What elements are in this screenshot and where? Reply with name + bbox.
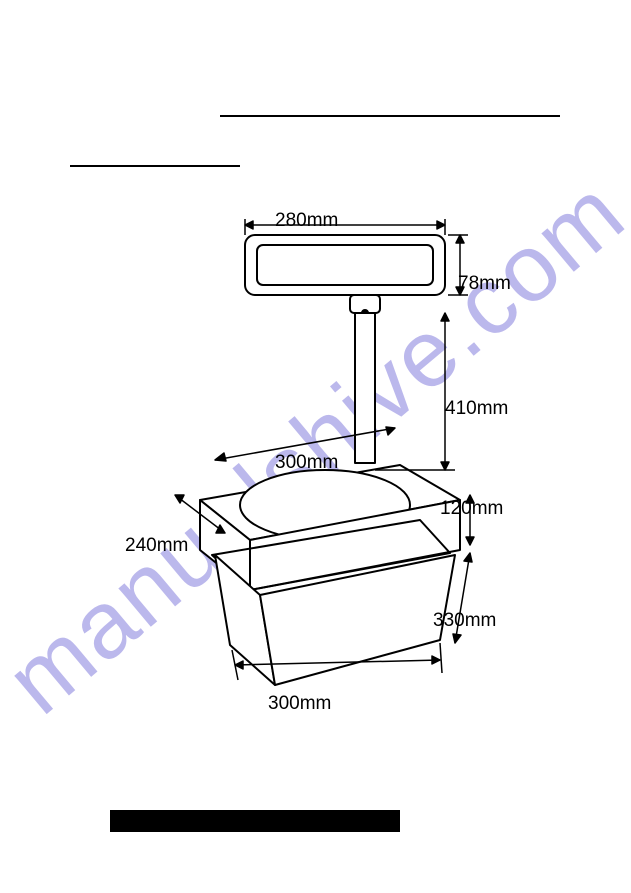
dim-body-width: 300mm	[268, 693, 331, 715]
footer-bar	[110, 810, 400, 832]
rule-top	[220, 115, 560, 117]
rule-under-heading	[70, 165, 240, 167]
dim-platter-depth: 240mm	[125, 535, 188, 557]
dim-display-width: 280mm	[275, 210, 338, 232]
page: manualshive.com	[0, 0, 631, 893]
dim-platter-width: 300mm	[275, 452, 338, 474]
dim-pole-height: 410mm	[445, 398, 508, 420]
dim-body-depth: 330mm	[433, 610, 496, 632]
dim-display-height: 78mm	[458, 273, 511, 295]
dim-body-height: 120mm	[440, 498, 503, 520]
